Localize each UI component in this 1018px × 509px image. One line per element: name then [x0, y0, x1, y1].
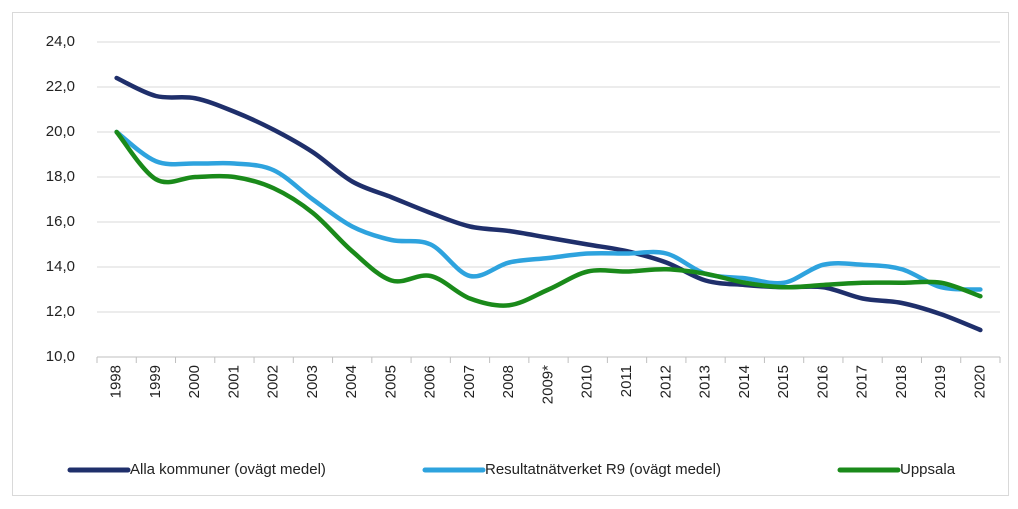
x-tick-label: 2017	[854, 365, 871, 398]
x-tick-label: 2018	[893, 365, 910, 398]
x-tick-label: 2019	[932, 365, 949, 398]
y-tick-label: 10,0	[46, 348, 75, 365]
x-tick-label: 2011	[618, 365, 635, 397]
x-tick-label: 2010	[579, 365, 596, 398]
y-tick-label: 22,0	[46, 78, 75, 95]
x-tick-label: 2005	[382, 365, 399, 398]
x-tick-label: 2009*	[539, 365, 556, 404]
legend-label: Uppsala	[900, 461, 956, 478]
legend-label: Alla kommuner (ovägt medel)	[130, 461, 326, 478]
x-tick-label: 2014	[736, 365, 753, 398]
x-tick-label: 2008	[500, 365, 517, 398]
y-tick-label: 12,0	[46, 303, 75, 320]
x-tick-label: 2012	[657, 365, 674, 398]
x-tick-label: 1999	[147, 365, 164, 398]
series-line	[114, 129, 983, 308]
x-tick-label: 2006	[422, 365, 439, 398]
y-tick-label: 14,0	[46, 258, 75, 275]
y-tick-label: 18,0	[46, 168, 75, 185]
y-tick-label: 16,0	[46, 213, 75, 230]
x-tick-label: 2003	[304, 365, 321, 398]
x-tick-label: 2016	[814, 365, 831, 398]
x-tick-label: 2007	[461, 365, 478, 398]
y-tick-label: 24,0	[46, 33, 75, 50]
x-tick-label: 2020	[971, 365, 988, 398]
x-tick-label: 2000	[186, 365, 203, 398]
y-tick-label: 20,0	[46, 123, 75, 140]
chart-frame	[12, 12, 1009, 496]
series-line	[114, 129, 983, 292]
series-line	[114, 75, 983, 333]
x-tick-label: 2004	[343, 365, 360, 398]
x-tick-label: 2002	[265, 365, 282, 398]
x-tick-label: 1998	[108, 365, 125, 398]
x-tick-label: 2001	[225, 365, 242, 398]
x-tick-label: 2015	[775, 365, 792, 398]
x-tick-label: 2013	[697, 365, 714, 398]
legend-label: Resultatnätverket R9 (ovägt medel)	[485, 461, 721, 478]
